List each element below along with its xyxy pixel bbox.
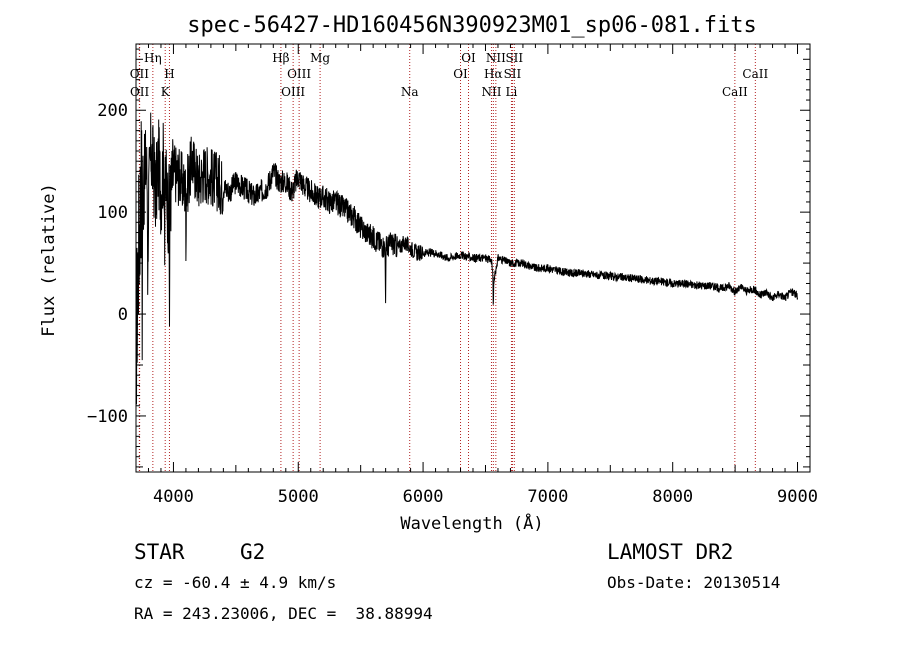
x-tick-label: 4000 xyxy=(153,487,194,507)
class-label: STAR xyxy=(134,540,185,564)
line-label-4: K xyxy=(161,85,171,99)
x-tick-label: 8000 xyxy=(652,487,693,507)
y-axis: −100 0 100 200 xyxy=(87,48,810,468)
line-label-8: Mg xyxy=(310,51,330,65)
line-label-0: OII xyxy=(130,67,150,81)
redshift-value: cz = -60.4 ± 4.9 km/s xyxy=(134,573,337,592)
coordinates: RA = 243.23006, DEC = 38.88994 xyxy=(134,604,433,623)
y-tick-label: 0 xyxy=(118,305,128,325)
y-tick-label: −100 xyxy=(87,407,128,427)
emission-line-labels: OIIOIIHηHKHβOIIIOIIIMgNaOIOINIIHαNIISIIS… xyxy=(130,51,769,99)
y-tick-label: 200 xyxy=(97,101,128,121)
line-label-5: Hβ xyxy=(272,51,289,65)
line-label-9: Na xyxy=(401,85,419,99)
line-label-15: SII xyxy=(505,51,523,65)
line-label-19: CaII xyxy=(722,85,748,99)
subclass-label: G2 xyxy=(240,540,266,564)
line-label-2: Hη xyxy=(144,51,162,65)
line-label-13: Hα xyxy=(484,67,503,81)
x-axis: 4000 5000 6000 7000 8000 9000 xyxy=(135,44,818,507)
x-axis-label: Wavelength (Å) xyxy=(400,512,543,534)
x-tick-label: 6000 xyxy=(403,487,444,507)
x-tick-label: 5000 xyxy=(278,487,319,507)
line-label-1: OII xyxy=(130,85,150,99)
y-axis-label: Flux (relative) xyxy=(39,183,59,337)
survey-label: LAMOST DR2 xyxy=(607,540,734,564)
x-tick-label: 7000 xyxy=(527,487,568,507)
x-tick-label: 9000 xyxy=(777,487,818,507)
line-label-12: NII xyxy=(486,51,506,65)
line-label-16: SII xyxy=(504,67,522,81)
spectrum-line xyxy=(135,112,798,405)
line-label-14: NII xyxy=(481,85,501,99)
observation-date: Obs-Date: 20130514 xyxy=(607,573,781,592)
y-tick-label: 100 xyxy=(97,203,128,223)
line-label-17: Li xyxy=(506,85,518,99)
line-label-3: H xyxy=(164,67,174,81)
line-label-10: OI xyxy=(461,51,476,65)
line-label-6: OIII xyxy=(287,67,311,81)
chart-title: spec-56427-HD160456N390923M01_sp06-081.f… xyxy=(187,13,757,38)
line-label-7: OIII xyxy=(281,85,305,99)
line-label-18: CaII xyxy=(742,67,768,81)
line-label-11: OI xyxy=(453,67,468,81)
